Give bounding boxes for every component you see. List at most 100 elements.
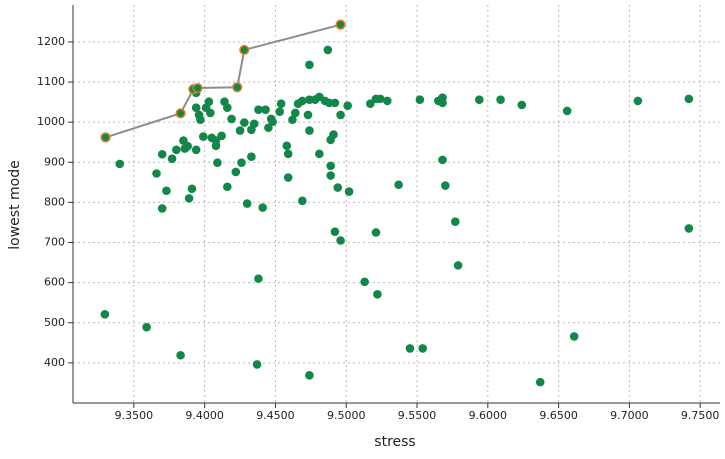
point [204,97,214,106]
y-tick-label: 400 [44,356,65,369]
point [453,261,463,270]
point [329,130,338,139]
front-point [239,44,250,56]
x-tick-label: 9.4000 [185,409,224,422]
point [184,194,194,203]
front-point [192,82,203,94]
point [360,277,369,287]
point [249,119,259,129]
point [187,184,197,194]
point [382,96,392,106]
point [475,95,484,104]
point [191,145,201,155]
point [326,171,335,180]
point [268,117,277,127]
point [176,350,185,360]
point [162,186,171,196]
point [366,99,375,108]
point [303,110,313,120]
point [305,126,314,135]
point [450,217,460,226]
point [237,158,246,167]
point [305,60,314,70]
x-tick-label: 9.5000 [327,409,366,422]
y-axis-label: lowest mode [7,160,23,249]
point [326,161,335,171]
front-point [232,82,243,93]
point [633,96,643,106]
y-tick-label: 500 [44,316,65,329]
x-tick-label: 9.7000 [610,409,649,422]
point [305,371,314,380]
point [344,187,354,196]
point [217,131,226,141]
y-tick-label: 800 [44,195,65,208]
point [235,126,245,135]
point [191,103,201,113]
point [100,310,110,319]
point [330,98,340,108]
point [213,158,222,167]
point [231,167,241,177]
point [183,141,192,151]
point [684,94,694,104]
point [333,183,343,192]
point [198,132,208,141]
point [196,115,205,125]
point [167,154,177,163]
point [336,236,345,245]
point [276,99,286,108]
point [418,344,427,353]
point [330,227,340,236]
point [242,199,252,208]
point [517,100,527,110]
point [157,149,167,159]
point [290,108,300,118]
y-tick-label: 1100 [37,75,65,88]
x-tick-label: 9.3500 [115,409,154,422]
y-tick-label: 600 [44,276,65,289]
point [562,106,572,116]
point [569,332,579,341]
point [371,228,381,237]
point [405,344,415,353]
point [282,141,292,151]
point [375,94,385,104]
point [223,182,232,192]
point [496,95,505,104]
point [264,123,273,133]
point [227,114,236,124]
point [438,93,447,102]
point [252,360,262,369]
point [240,118,249,127]
x-axis-label: stress [374,434,415,450]
point [254,105,263,115]
x-tick-label: 9.6000 [469,409,508,422]
y-tick-label: 700 [44,236,65,249]
x-tick-label: 9.6500 [539,409,578,422]
y-tick-label: 1200 [37,35,65,48]
point [142,322,151,332]
front-point [175,108,186,119]
point [323,45,333,55]
point [684,224,694,233]
point [343,101,352,111]
point [152,169,161,178]
point [275,107,285,117]
point [394,180,403,190]
point [283,149,293,159]
point [438,155,447,165]
x-tick-label: 9.4500 [256,409,295,422]
point [223,103,232,113]
point [247,152,256,161]
point [258,203,268,212]
point [283,173,293,182]
point [261,105,270,115]
point [415,95,425,104]
point [298,96,307,106]
point [115,159,125,169]
point [298,196,307,206]
x-tick-label: 9.5500 [398,409,437,422]
point [254,274,263,283]
x-tick-label: 9.7500 [681,409,720,422]
